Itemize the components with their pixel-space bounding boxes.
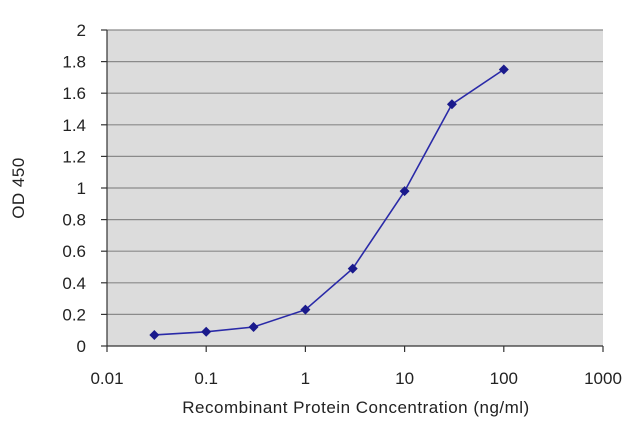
x-tick-label: 1 xyxy=(301,369,310,388)
x-axis-title: Recombinant Protein Concentration (ng/ml… xyxy=(182,398,529,417)
data-point xyxy=(201,326,212,337)
y-tick-label: 0.6 xyxy=(62,242,86,261)
y-axis-title: OD 450 xyxy=(9,157,28,219)
y-gridlines xyxy=(107,29,603,315)
data-series xyxy=(149,64,509,340)
y-tick-label: 1 xyxy=(77,179,86,198)
x-tick-label: 0.01 xyxy=(90,369,123,388)
data-point xyxy=(149,329,160,340)
data-point xyxy=(248,322,259,333)
x-tick-label: 10 xyxy=(395,369,414,388)
y-tick-label: 0 xyxy=(77,337,86,356)
y-tick-label: 1.2 xyxy=(62,147,86,166)
y-tick-label: 0.4 xyxy=(62,274,86,293)
data-point xyxy=(399,186,410,197)
x-tick-label: 100 xyxy=(490,369,518,388)
data-point xyxy=(347,263,358,274)
y-tick-label: 2 xyxy=(77,21,86,40)
y-tick-label: 1.4 xyxy=(62,116,86,135)
x-tick-labels: 0.01 0.1 1 10 100 1000 xyxy=(90,369,621,388)
y-tick-label: 0.8 xyxy=(62,211,86,230)
x-tick-label: 1000 xyxy=(584,369,622,388)
x-tick-label: 0.1 xyxy=(194,369,218,388)
y-tick-label: 0.2 xyxy=(62,305,86,324)
axes xyxy=(101,29,604,352)
series-line xyxy=(154,68,505,336)
y-tick-labels: 0 0.2 0.4 0.6 0.8 1 1.2 1.4 1.6 1.8 2 xyxy=(62,21,86,356)
data-point xyxy=(300,304,311,315)
y-tick-label: 1.6 xyxy=(62,84,86,103)
data-point xyxy=(446,99,457,110)
data-point xyxy=(498,64,509,75)
y-tick-label: 1.8 xyxy=(62,53,86,72)
